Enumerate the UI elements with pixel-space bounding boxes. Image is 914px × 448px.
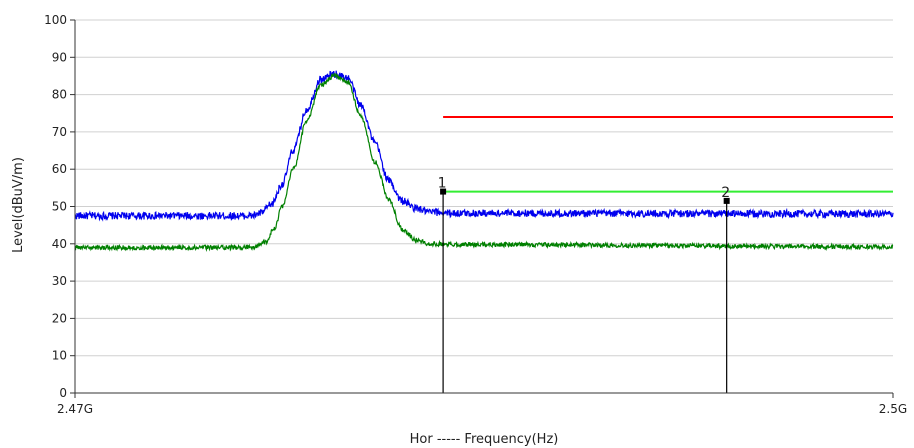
y-tick-label: 70 [52,125,67,139]
x-axis-title: Hor ----- Frequency(Hz) [410,432,559,447]
x-tick-label: 2.5G [879,402,907,416]
trace-line [75,71,893,220]
y-tick-label: 20 [52,311,67,325]
limit-lines [443,117,893,192]
marker-label: 2 [721,185,730,201]
marker-label: 1 [438,176,447,192]
y-tick-label: 10 [52,349,67,363]
y-tick-label: 90 [52,50,67,64]
grid [75,20,893,356]
y-axis-title: Level(dBuV/m) [11,157,26,253]
y-tick-label: 60 [52,162,67,176]
x-tick-label: 2.47G [57,402,93,416]
y-tick-label: 0 [59,386,67,400]
y-tick-label: 30 [52,274,67,288]
y-tick-label: 50 [52,200,67,214]
y-tick-label: 40 [52,237,67,251]
y-tick-label: 100 [44,13,67,27]
trace-line [75,74,893,250]
markers: 12 [438,176,730,393]
y-tick-label: 80 [52,88,67,102]
traces [75,71,893,250]
